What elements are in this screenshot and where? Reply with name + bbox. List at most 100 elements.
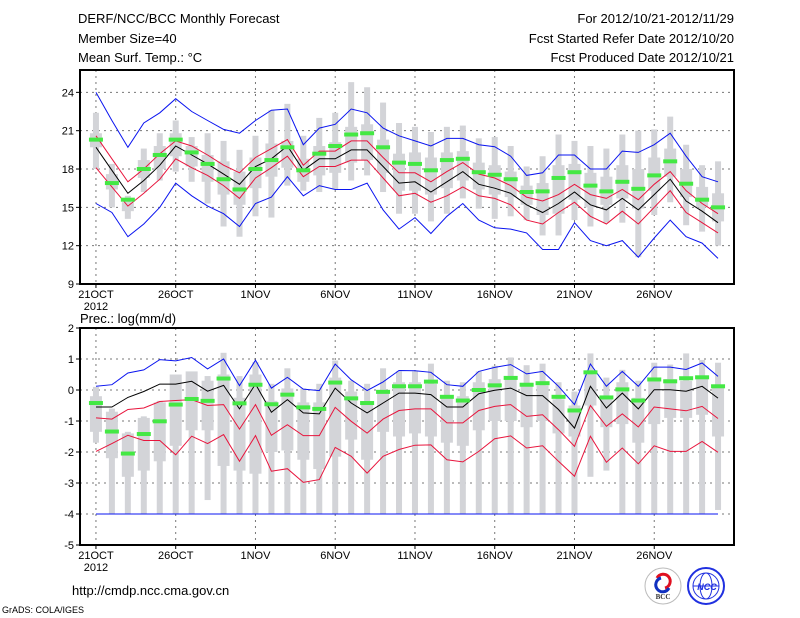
box-bar: [664, 379, 677, 418]
whisker-bar: [443, 380, 450, 514]
whisker-bar: [188, 377, 195, 514]
y-tick-label: 18: [62, 164, 74, 176]
box-bar: [696, 376, 709, 415]
observed-marker: [455, 156, 470, 161]
whisker-bar: [204, 376, 211, 501]
observed-marker: [711, 384, 726, 389]
box-bar: [568, 163, 581, 200]
box-bar: [584, 172, 597, 208]
box-bar: [472, 162, 485, 190]
box-bar: [137, 417, 150, 471]
box-bar: [408, 382, 421, 434]
x-tick-label: 1NOV: [240, 550, 271, 562]
observed-marker: [216, 177, 231, 182]
box-bar: [440, 396, 453, 443]
line-inner-lower: [95, 155, 719, 234]
y-tick-label: 2: [68, 323, 74, 335]
observed-marker: [615, 179, 630, 184]
observed-marker: [503, 177, 518, 182]
bcc-logo: BCC: [644, 567, 682, 605]
whisker-bar: [108, 408, 115, 514]
whisker-bar: [459, 382, 466, 514]
observed-marker: [487, 383, 502, 388]
observed-marker: [407, 161, 422, 166]
observed-marker: [471, 388, 486, 392]
observed-marker: [551, 175, 566, 180]
observed-marker: [439, 394, 454, 399]
whisker-bar: [651, 362, 658, 514]
whisker-bar: [523, 365, 530, 514]
x-tick-label: 6NOV: [320, 289, 351, 301]
x-tick-label: 16NOV: [477, 289, 514, 301]
y-tick-label: -2: [64, 447, 74, 459]
observed-marker: [599, 189, 614, 194]
whisker-bar: [411, 371, 418, 514]
whisker-bar: [555, 382, 562, 514]
box-bar: [552, 165, 565, 214]
whisker-bar: [571, 391, 578, 514]
whisker-bar: [683, 353, 690, 514]
whisker-bar: [539, 363, 546, 514]
box-bar: [632, 397, 645, 443]
box-bar: [297, 402, 310, 460]
observed-marker: [567, 408, 582, 413]
box-bar: [393, 382, 406, 437]
box-bar: [616, 382, 629, 425]
box-bar: [696, 186, 709, 208]
y-tick-label: -5: [64, 540, 74, 552]
whisker-bar: [491, 365, 498, 514]
observed-marker: [519, 382, 534, 387]
observed-marker: [711, 205, 726, 210]
box-bar: [504, 377, 517, 421]
observed-marker: [360, 401, 375, 406]
box-bar: [536, 385, 549, 421]
observed-marker: [392, 160, 407, 165]
observed-marker: [487, 172, 502, 177]
whisker-bar: [699, 359, 706, 514]
observed-marker: [136, 167, 151, 172]
whisker-bar: [619, 369, 626, 514]
observed-marker: [455, 398, 470, 403]
observed-marker: [200, 161, 215, 166]
box-bar: [89, 396, 102, 432]
observed-marker: [168, 402, 183, 407]
whisker-bar: [348, 380, 355, 514]
x-tick-label: 11NOV: [397, 289, 433, 301]
box-bar: [249, 374, 262, 474]
observed-marker: [184, 396, 199, 401]
box-bar: [105, 411, 118, 459]
observed-marker: [439, 158, 454, 163]
observed-marker: [120, 197, 135, 202]
box-bar: [584, 374, 597, 406]
observed-marker: [423, 168, 438, 173]
observed-marker: [328, 144, 343, 149]
x-tick-label: 21OCT: [78, 289, 114, 301]
box-bar: [169, 374, 182, 446]
forecast-period: For 2012/10/21-2012/11/29: [577, 11, 734, 26]
box-bar: [377, 139, 390, 173]
observed-marker: [216, 376, 231, 381]
y-tick-label: 24: [62, 87, 74, 99]
y-tick-label: 15: [62, 202, 74, 214]
observed-marker: [471, 170, 486, 175]
produced-date: Fcst Produced Date 2012/10/21: [550, 50, 734, 65]
observed-marker: [695, 375, 710, 380]
x-year-label: 2012: [84, 562, 108, 574]
y-tick-label: 0: [68, 385, 74, 397]
y-tick-label: 21: [62, 126, 74, 138]
observed-marker: [631, 186, 646, 191]
box-bar: [265, 400, 278, 452]
box-bar: [281, 388, 294, 451]
source-url[interactable]: http://cmdp.ncc.cma.gov.cn: [72, 583, 229, 598]
box-bar: [648, 379, 661, 425]
line-inner-upper: [95, 135, 719, 215]
box-bar: [424, 157, 437, 195]
whisker-bar: [172, 380, 179, 514]
observed-marker: [551, 394, 566, 399]
observed-marker: [296, 405, 311, 410]
start-date: Fcst Started Refer Date 2012/10/20: [529, 31, 734, 46]
whisker-bar: [635, 380, 642, 514]
box-bar: [520, 385, 533, 428]
observed-marker: [631, 398, 646, 403]
box-bar: [313, 146, 326, 176]
